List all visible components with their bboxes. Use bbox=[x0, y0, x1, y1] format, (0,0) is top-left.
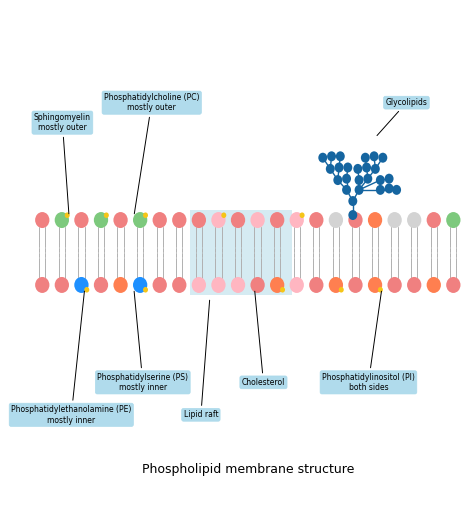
Circle shape bbox=[387, 277, 402, 293]
Circle shape bbox=[343, 163, 352, 173]
Circle shape bbox=[280, 287, 285, 292]
Circle shape bbox=[55, 277, 69, 293]
Circle shape bbox=[342, 185, 351, 195]
Circle shape bbox=[113, 277, 128, 293]
Circle shape bbox=[353, 164, 362, 174]
Circle shape bbox=[74, 212, 89, 228]
Circle shape bbox=[407, 212, 421, 228]
Circle shape bbox=[191, 212, 206, 228]
Circle shape bbox=[191, 277, 206, 293]
Circle shape bbox=[250, 277, 265, 293]
Text: Phosphatidylserine (PS)
mostly inner: Phosphatidylserine (PS) mostly inner bbox=[97, 291, 188, 392]
Circle shape bbox=[221, 213, 226, 218]
FancyBboxPatch shape bbox=[190, 210, 292, 295]
Circle shape bbox=[84, 287, 89, 292]
Text: Phospholipid membrane structure: Phospholipid membrane structure bbox=[142, 463, 354, 476]
Circle shape bbox=[270, 277, 284, 293]
Circle shape bbox=[35, 212, 49, 228]
Circle shape bbox=[327, 152, 336, 161]
Circle shape bbox=[104, 213, 109, 218]
Circle shape bbox=[329, 212, 343, 228]
Circle shape bbox=[427, 212, 441, 228]
Circle shape bbox=[211, 277, 226, 293]
Circle shape bbox=[333, 175, 342, 185]
Circle shape bbox=[336, 152, 345, 161]
Circle shape bbox=[270, 212, 284, 228]
Circle shape bbox=[231, 212, 245, 228]
Text: Cholesterol: Cholesterol bbox=[242, 291, 285, 387]
Circle shape bbox=[376, 175, 385, 185]
Circle shape bbox=[319, 153, 327, 163]
Circle shape bbox=[250, 212, 265, 228]
Circle shape bbox=[290, 212, 304, 228]
Circle shape bbox=[290, 277, 304, 293]
Circle shape bbox=[211, 212, 226, 228]
Circle shape bbox=[143, 287, 148, 292]
Circle shape bbox=[94, 212, 108, 228]
Circle shape bbox=[231, 277, 245, 293]
Circle shape bbox=[300, 213, 305, 218]
Circle shape bbox=[153, 277, 167, 293]
Circle shape bbox=[309, 212, 323, 228]
Circle shape bbox=[74, 277, 89, 293]
Circle shape bbox=[172, 277, 186, 293]
Circle shape bbox=[348, 277, 363, 293]
Circle shape bbox=[94, 277, 108, 293]
Circle shape bbox=[143, 213, 148, 218]
Circle shape bbox=[384, 183, 393, 193]
Text: Phosphatidylethanolamine (PE)
mostly inner: Phosphatidylethanolamine (PE) mostly inn… bbox=[11, 291, 131, 425]
Circle shape bbox=[378, 287, 383, 292]
Circle shape bbox=[55, 212, 69, 228]
Circle shape bbox=[446, 212, 461, 228]
Circle shape bbox=[376, 185, 385, 195]
Circle shape bbox=[342, 174, 351, 184]
Circle shape bbox=[326, 164, 335, 174]
Circle shape bbox=[370, 152, 379, 161]
Circle shape bbox=[355, 185, 364, 195]
Circle shape bbox=[348, 196, 357, 206]
Circle shape bbox=[368, 212, 382, 228]
Circle shape bbox=[364, 174, 372, 184]
Circle shape bbox=[387, 212, 402, 228]
Circle shape bbox=[35, 277, 49, 293]
Circle shape bbox=[153, 212, 167, 228]
Circle shape bbox=[335, 163, 344, 173]
Circle shape bbox=[427, 277, 441, 293]
Text: Sphingomyelin
mostly outer: Sphingomyelin mostly outer bbox=[34, 113, 91, 214]
Circle shape bbox=[392, 185, 401, 195]
Circle shape bbox=[133, 212, 147, 228]
Circle shape bbox=[329, 277, 343, 293]
Circle shape bbox=[384, 174, 393, 184]
Text: Phosphatidylinositol (PI)
both sides: Phosphatidylinositol (PI) both sides bbox=[322, 291, 415, 392]
Text: Glycolipids: Glycolipids bbox=[377, 98, 428, 135]
Circle shape bbox=[407, 277, 421, 293]
Circle shape bbox=[309, 277, 323, 293]
Circle shape bbox=[371, 164, 380, 174]
Circle shape bbox=[65, 213, 70, 218]
Circle shape bbox=[361, 153, 370, 163]
Circle shape bbox=[172, 212, 186, 228]
Circle shape bbox=[355, 175, 364, 185]
Circle shape bbox=[362, 163, 371, 173]
Circle shape bbox=[133, 277, 147, 293]
Circle shape bbox=[339, 287, 344, 292]
Circle shape bbox=[348, 212, 363, 228]
Circle shape bbox=[378, 153, 387, 163]
Text: Phosphatidylcholine (PC)
mostly outer: Phosphatidylcholine (PC) mostly outer bbox=[104, 93, 200, 214]
Text: Lipid raft: Lipid raft bbox=[183, 300, 218, 419]
Circle shape bbox=[446, 277, 461, 293]
Circle shape bbox=[348, 210, 357, 220]
Circle shape bbox=[113, 212, 128, 228]
Circle shape bbox=[368, 277, 382, 293]
